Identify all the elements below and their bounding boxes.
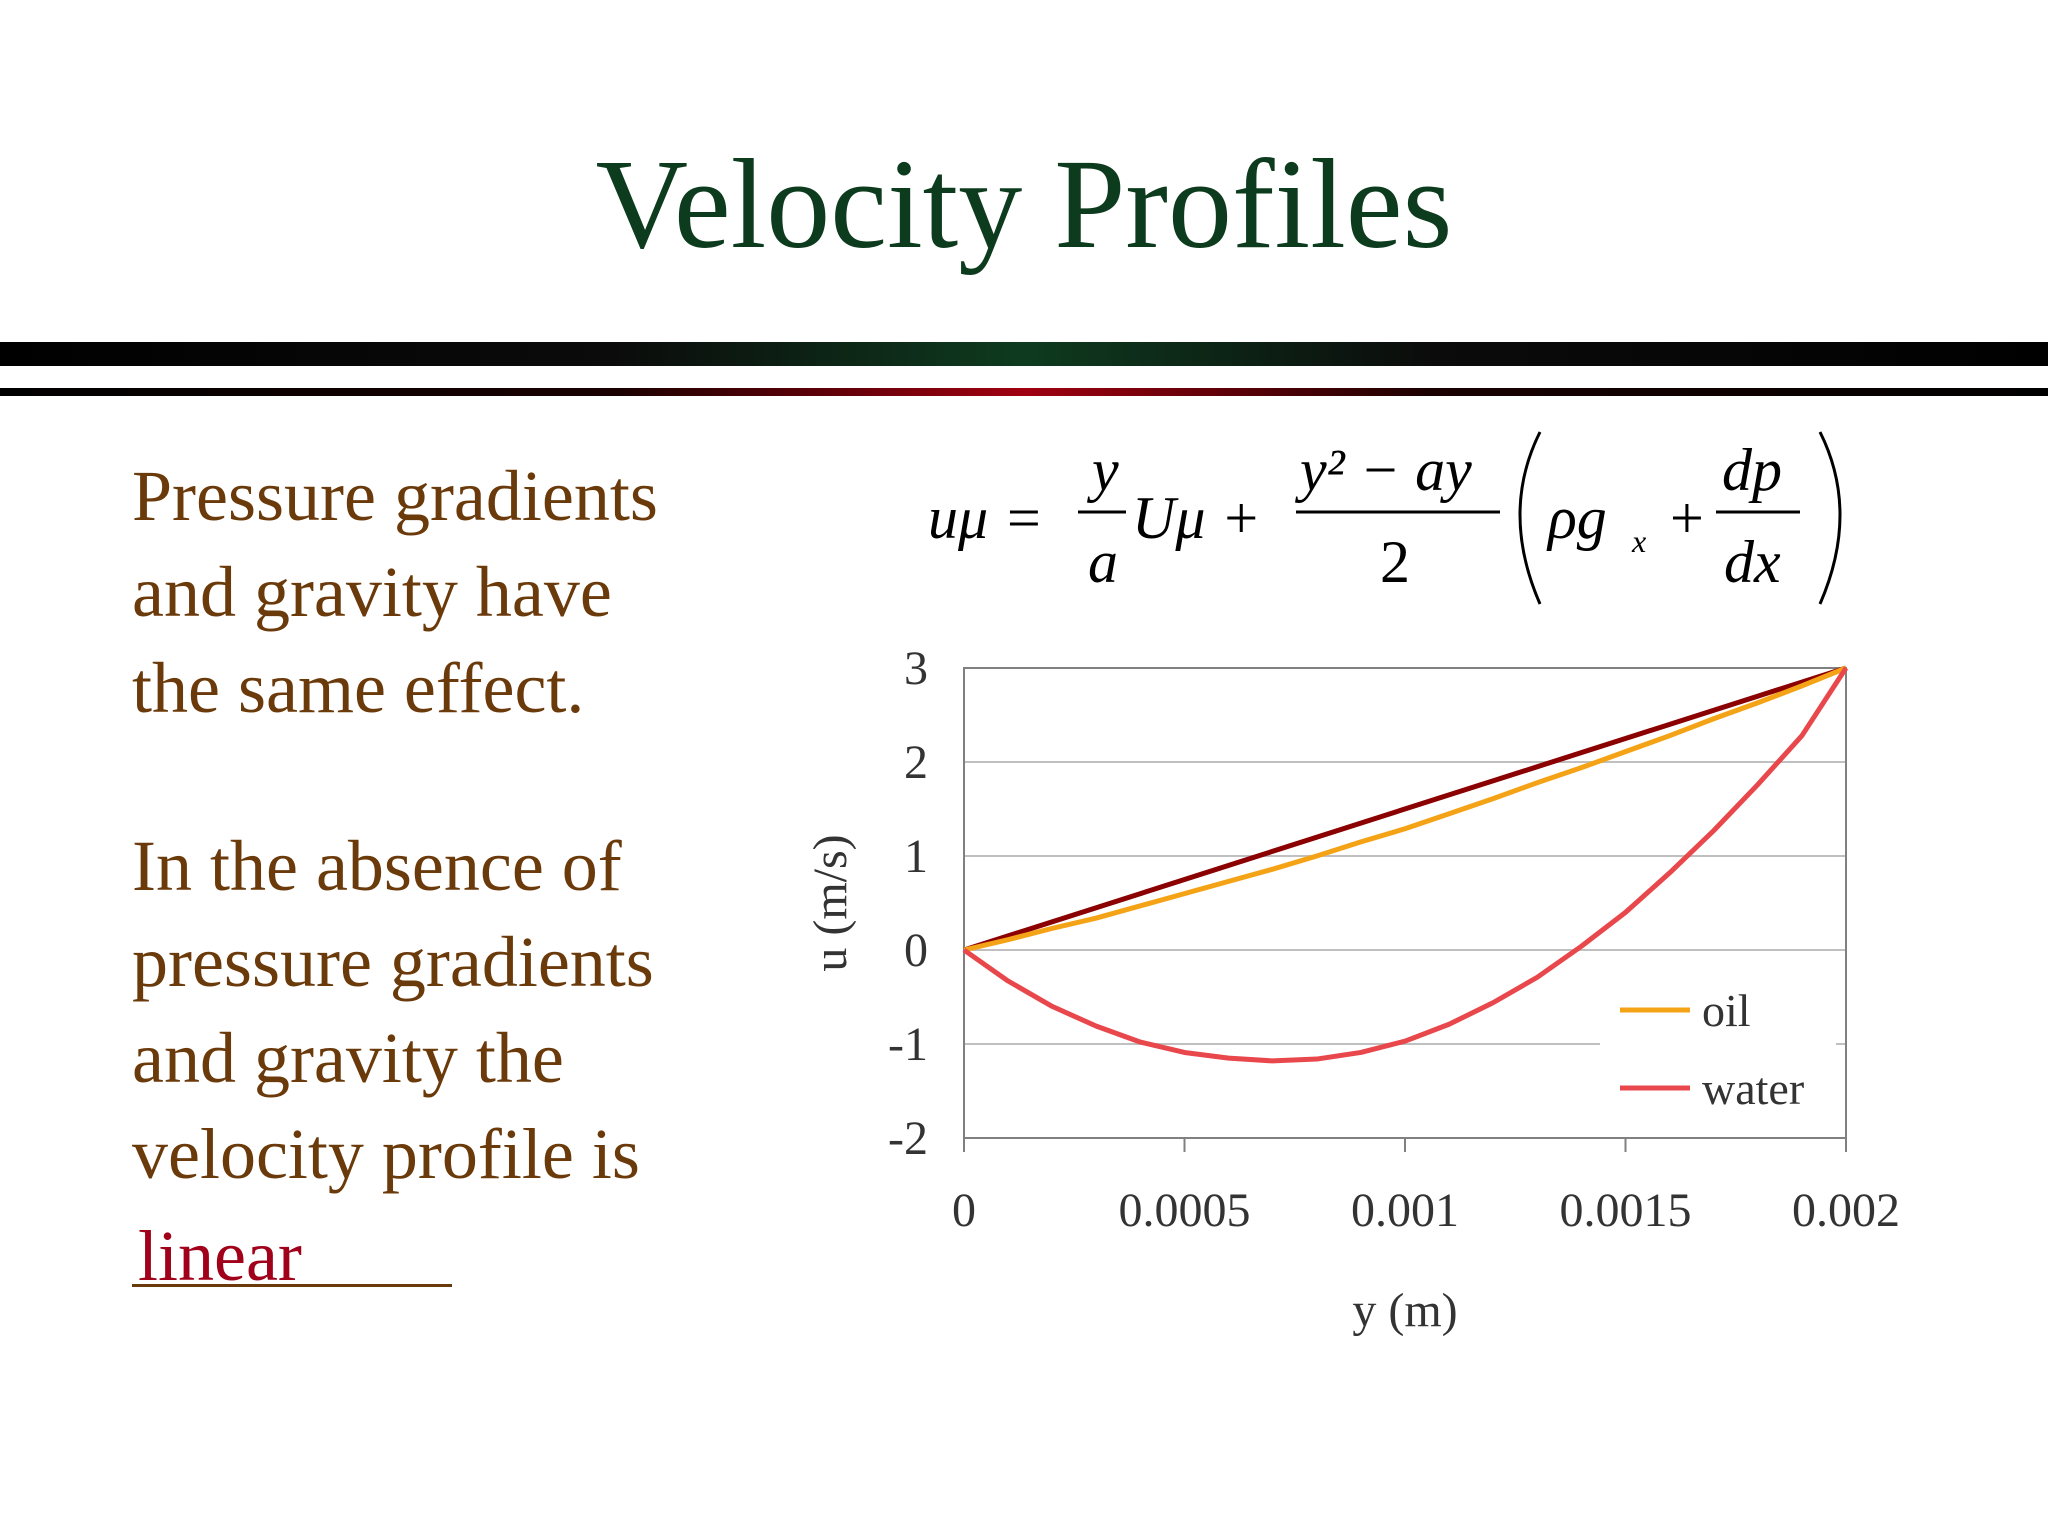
header-divider-thin [0,388,2048,396]
y-tick-label: 0 [904,924,928,977]
equation-term1: Uμ + [1132,485,1261,551]
y-tick-label: 3 [904,642,928,695]
header-divider-thick [0,342,2048,366]
paragraph2-line: pressure gradients [132,922,654,1002]
equation-frac3-denominator: dx [1724,529,1781,595]
answer-text: linear [138,1216,302,1296]
equation-frac1-denominator: a [1088,529,1118,595]
equation-frac2-denominator: 2 [1380,529,1410,595]
y-tick-label: -1 [888,1018,928,1071]
x-tick-label: 0.002 [1792,1184,1900,1237]
equation-subscript: x [1631,523,1646,559]
legend-label: water [1702,1063,1804,1114]
series-line-oil [963,665,1847,953]
y-tick-label: -2 [888,1112,928,1165]
paragraph2-line: In the absence of [132,826,622,906]
equation-frac3-numerator: dp [1722,437,1782,503]
y-tick-label: 2 [904,736,928,789]
equation-lhs: uμ = [928,485,1044,551]
chart-series [962,665,1849,1064]
series-line-water [962,666,1849,1064]
y-axis-label: u (m/s) [804,834,857,971]
series-line-reference [963,665,1847,953]
paragraph1-line: the same effect. [132,648,585,728]
x-tick-label: 0.001 [1351,1184,1459,1237]
x-tick-label: 0.0015 [1560,1184,1692,1237]
paragraph1-line: and gravity have [132,552,612,632]
equation-left-paren [1518,431,1542,605]
paragraph1-line: Pressure gradients [132,456,658,536]
paragraph2-line: and gravity the [132,1018,564,1098]
legend-box [1600,972,1836,1132]
x-axis-label: y (m) [1352,1284,1457,1337]
paragraph-absence: In the absence of pressure gradients and… [132,818,654,1202]
answer-underline [132,1284,452,1287]
chart-legend: oil water [1600,972,1836,1132]
paragraph2-line: velocity profile is [132,1114,640,1194]
equation-plus: + [1670,485,1704,551]
equation-right-paren [1818,431,1842,605]
paragraph-pressure-gravity: Pressure gradients and gravity have the … [132,448,658,736]
slide-title: Velocity Profiles [595,133,1453,275]
equation-frac2-numerator: y² − ay [1294,437,1472,503]
equation-paren-term: ρg [1546,485,1607,551]
y-tick-label: 1 [904,830,928,883]
velocity-equation: uμ = y a Uμ + y² − ay 2 ρg x + dp dx [928,431,1842,605]
chart-axes: 3 2 1 0 -1 -2 0 0.0005 0.001 0.0015 0.002 [888,642,1900,1237]
legend-label: oil [1702,985,1751,1036]
equation-frac1-numerator: y [1086,437,1119,503]
x-tick-label: 0.0005 [1119,1184,1251,1237]
x-tick-label: 0 [952,1184,976,1237]
